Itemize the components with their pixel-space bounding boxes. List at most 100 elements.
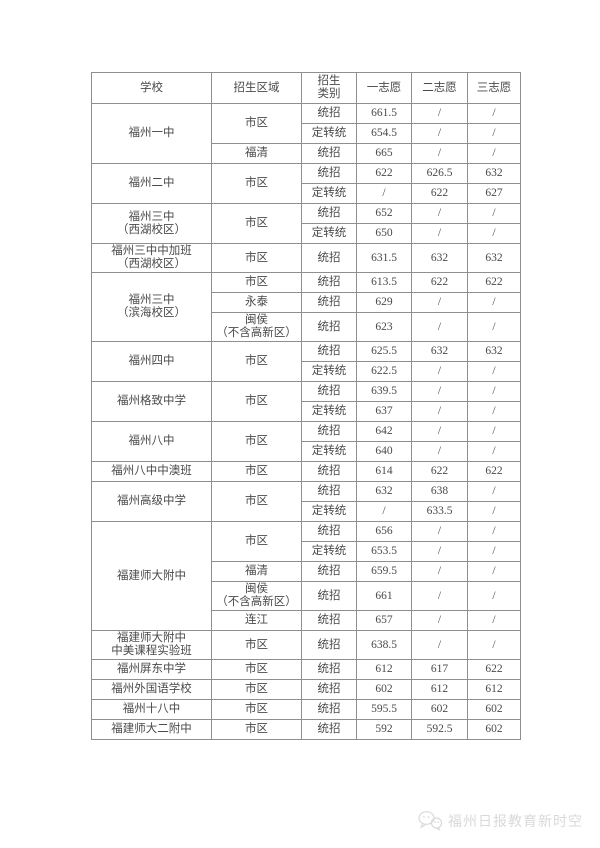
third-choice-score-cell: / bbox=[467, 312, 521, 342]
first-choice-score-cell: 622 bbox=[356, 163, 412, 184]
second-choice-score-cell: / bbox=[411, 541, 468, 562]
second-choice-score-cell: / bbox=[411, 381, 468, 402]
school-cell: 福州四中 bbox=[91, 341, 212, 382]
area-cell: 连江 bbox=[211, 610, 302, 631]
category-cell: 统招 bbox=[301, 203, 357, 224]
third-choice-score-cell: 622 bbox=[467, 272, 521, 293]
watermark-text: 福州日报教育新时空 bbox=[448, 812, 583, 829]
school-cell: 福州八中 bbox=[91, 421, 212, 462]
first-choice-score-cell: 656 bbox=[356, 521, 412, 542]
area-cell: 市区 bbox=[211, 481, 302, 522]
category-cell: 定转统 bbox=[301, 123, 357, 144]
first-choice-score-cell: 642 bbox=[356, 421, 412, 442]
third-choice-score-cell: / bbox=[467, 361, 521, 382]
category-cell: 统招 bbox=[301, 103, 357, 124]
second-choice-score-cell: / bbox=[411, 561, 468, 582]
first-choice-score-cell: 657 bbox=[356, 610, 412, 631]
category-cell: 统招 bbox=[301, 679, 357, 700]
first-choice-score-cell: 614 bbox=[356, 461, 412, 482]
admission-score-table: 学校 招生区域 招生 类别 一志愿 二志愿 三志愿 福州一中 市区 统招 661.5/… bbox=[91, 72, 521, 740]
table-row: 闽侯 （不含高新区） 统招 623// bbox=[92, 312, 521, 342]
first-choice-score-cell: 638.5 bbox=[356, 630, 412, 660]
table-row: 福州外国语学校 市区 统招 602 612 612 bbox=[91, 679, 521, 700]
school-cell: 福建师大二附中 bbox=[91, 719, 212, 740]
first-choice-score-cell: 640 bbox=[356, 441, 412, 462]
third-choice-score-cell: / bbox=[467, 630, 521, 660]
second-choice-score-cell: / bbox=[411, 312, 468, 342]
category-cell: 定转统 bbox=[301, 501, 357, 522]
third-choice-score-cell: 602 bbox=[467, 699, 521, 720]
category-cell: 统招 bbox=[301, 421, 357, 442]
first-choice-score-cell: 654.5 bbox=[356, 123, 412, 144]
area-cell: 市区 bbox=[211, 521, 302, 562]
area-cell: 闽侯 （不含高新区） bbox=[211, 581, 302, 611]
first-choice-score-cell: 623 bbox=[356, 312, 412, 342]
category-cell: 统招 bbox=[301, 699, 357, 720]
school-cell: 福州二中 bbox=[91, 163, 212, 204]
second-choice-score-cell: / bbox=[411, 610, 468, 631]
third-choice-score-cell: / bbox=[467, 610, 521, 631]
category-cell: 定转统 bbox=[301, 401, 357, 422]
category-cell: 统招 bbox=[301, 659, 357, 680]
table-row: 福州三中 （西湖校区） 市区 统招 652// bbox=[91, 203, 521, 244]
third-choice-score-cell: / bbox=[467, 381, 521, 402]
third-choice-score-cell: 622 bbox=[467, 659, 521, 680]
second-choice-score-cell: 602 bbox=[411, 699, 468, 720]
table-row: 永泰 统招 629// bbox=[92, 292, 521, 313]
table-row: 闽侯 （不含高新区） 统招 661// bbox=[92, 581, 521, 611]
first-choice-score-cell: 632 bbox=[356, 481, 412, 502]
table-row: 福州高级中学 市区 统招 632 638/ bbox=[91, 481, 521, 522]
first-choice-score-cell: 602 bbox=[356, 679, 412, 700]
third-choice-score-cell: / bbox=[467, 521, 521, 542]
watermark: 福州日报教育新时空 bbox=[417, 810, 583, 831]
score-table-body: 福州一中 市区 统招 661.5// 定转统 654.5// 福清 统招 665// 福州二中 市区… bbox=[91, 103, 521, 740]
second-choice-score-cell: / bbox=[411, 521, 468, 542]
category-cell: 统招 bbox=[301, 163, 357, 184]
area-cell: 市区 bbox=[211, 103, 302, 144]
table-row: 福州八中中澳班 市区 统招 614 622 622 bbox=[91, 461, 521, 482]
category-cell: 统招 bbox=[301, 272, 357, 293]
second-choice-score-cell: 626.5 bbox=[411, 163, 468, 184]
first-choice-score-cell: 613.5 bbox=[356, 272, 412, 293]
third-choice-score-cell: 632 bbox=[467, 243, 521, 273]
category-cell: 定转统 bbox=[301, 441, 357, 462]
table-row: 福建师大附中 中美课程实验班 市区 统招 638.5// bbox=[91, 630, 521, 660]
first-choice-score-cell: 631.5 bbox=[356, 243, 412, 273]
second-choice-score-cell: 633.5 bbox=[411, 501, 468, 522]
second-choice-score-cell: / bbox=[411, 103, 468, 124]
category-cell: 统招 bbox=[301, 292, 357, 313]
table-row: 福州一中 市区 统招 661.5// bbox=[91, 103, 521, 164]
second-choice-score-cell: 617 bbox=[411, 659, 468, 680]
area-cell: 市区 bbox=[211, 381, 302, 422]
area-cell: 市区 bbox=[211, 699, 302, 720]
table-row: 福建师大附中 市区 统招 656// bbox=[91, 521, 521, 631]
category-cell: 统招 bbox=[301, 243, 357, 273]
first-choice-score-cell: 629 bbox=[356, 292, 412, 313]
header-admission-category: 招生 类别 bbox=[301, 72, 357, 104]
third-choice-score-cell: 622 bbox=[467, 461, 521, 482]
table-row: 福州二中 市区 统招 622 626.5 632 bbox=[91, 163, 521, 204]
first-choice-score-cell: 639.5 bbox=[356, 381, 412, 402]
second-choice-score-cell: 632 bbox=[411, 243, 468, 273]
area-cell: 市区 bbox=[211, 163, 302, 204]
second-choice-score-cell: 592.5 bbox=[411, 719, 468, 740]
table-row: 福州四中 市区 统招 625.5 632 632 bbox=[91, 341, 521, 382]
area-cell: 市区 bbox=[211, 719, 302, 740]
third-choice-score-cell: / bbox=[467, 581, 521, 611]
table-row: 定转统 650// bbox=[92, 223, 521, 244]
third-choice-score-cell: / bbox=[467, 401, 521, 422]
first-choice-score-cell: 637 bbox=[356, 401, 412, 422]
area-cell: 市区 bbox=[211, 203, 302, 244]
area-cell: 市区 bbox=[211, 679, 302, 700]
third-choice-score-cell: 632 bbox=[467, 163, 521, 184]
first-choice-score-cell: 625.5 bbox=[356, 341, 412, 362]
second-choice-score-cell: / bbox=[411, 401, 468, 422]
second-choice-score-cell: 622 bbox=[411, 272, 468, 293]
table-row: 定转统 640// bbox=[92, 441, 521, 462]
category-cell: 统招 bbox=[301, 312, 357, 342]
school-cell: 福州外国语学校 bbox=[91, 679, 212, 700]
table-row: 定转统 637// bbox=[92, 401, 521, 422]
third-choice-score-cell: 632 bbox=[467, 341, 521, 362]
table-row: 福州三中 （滨海校区） 市区 统招 613.5 622 622 bbox=[91, 272, 521, 342]
second-choice-score-cell: 632 bbox=[411, 341, 468, 362]
